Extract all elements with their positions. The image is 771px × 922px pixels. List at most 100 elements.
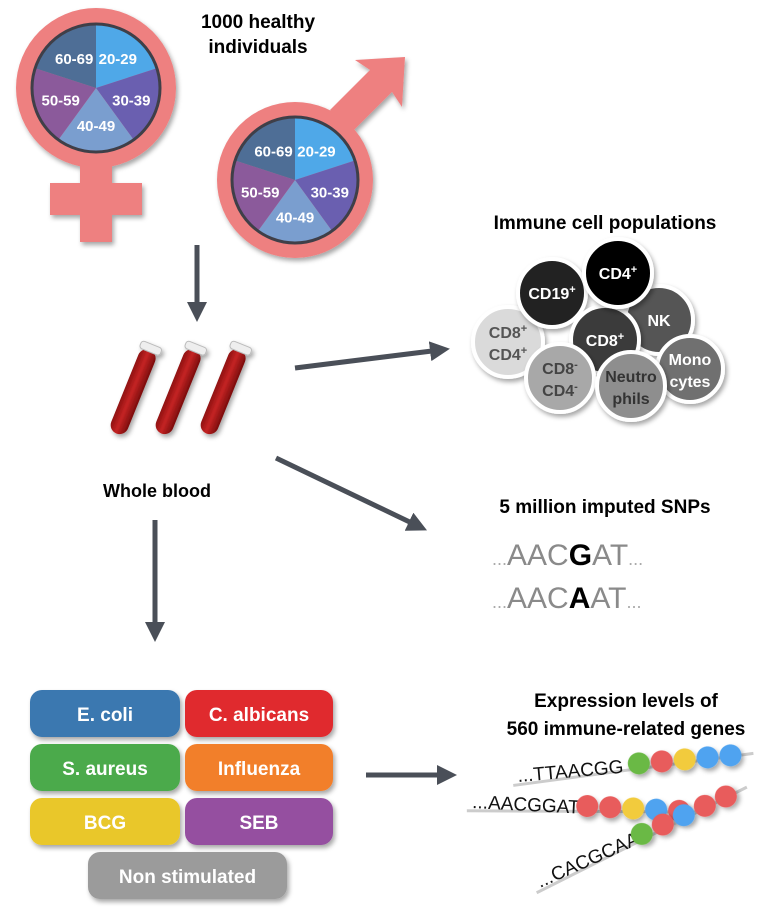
expression-bead	[622, 797, 645, 820]
expression-bead	[576, 795, 599, 818]
expression-sequence: ...AACGGAT	[472, 792, 581, 819]
expression-bead	[693, 794, 716, 817]
seq1-left: AAC	[507, 539, 569, 572]
male-slice-20-29	[295, 117, 355, 180]
expression-bead	[714, 785, 737, 808]
seq1-right: AT	[592, 539, 628, 572]
cell-label: CD4-	[542, 381, 578, 400]
male-slice-50-59	[232, 160, 295, 231]
female-slice-label: 20-29	[99, 51, 137, 68]
expression-sequence: ...TTAACGG	[517, 757, 625, 787]
female-slice-label: 50-59	[42, 92, 80, 109]
expression-bead	[696, 746, 719, 769]
cell-label: cytes	[670, 374, 711, 391]
stimulus-e-coli: E. coli	[30, 690, 180, 737]
immune-cells: CD8+ CD4+ CD19+ NK CD8+ CD4+ CD8- CD4- Mono cytes…	[471, 237, 725, 422]
male-pie-border	[230, 115, 360, 245]
expression-bead	[630, 822, 653, 845]
female-slice-60-69	[35, 24, 96, 88]
expression-title-line2: 560 immune-related genes	[507, 719, 746, 740]
stimulus-influenza: Influenza	[185, 744, 333, 791]
expression-bead	[651, 813, 674, 836]
snp-sequences: ...AACGAT... ...AACAAT...	[492, 539, 643, 615]
stimulus-s-aureus: S. aureus	[30, 744, 180, 791]
cohort-title-line1: 1000 healthy	[201, 12, 315, 33]
arrow-to-snps	[274, 455, 428, 531]
stimulation-conditions: E. coli C. albicans S. aureus Influenza BCG S…	[30, 690, 333, 899]
seq-dots: ...	[626, 592, 641, 612]
expression-bead	[627, 752, 650, 775]
cell-label: CD4+	[599, 264, 637, 283]
male-slice-label: 40-49	[276, 210, 314, 227]
cohort-title-line2: individuals	[208, 37, 307, 58]
cell-label: CD4+	[489, 345, 527, 364]
seq-dots: ...	[492, 592, 507, 612]
expression-beads: ...TTAACGG ...AACGGAT ...CACGCAA	[466, 744, 754, 895]
cell-label: CD19+	[528, 284, 575, 303]
svg-text:...AACGAT...: ...AACGAT...	[492, 539, 643, 572]
female-slice-label: 60-69	[55, 51, 93, 68]
female-slice-20-29	[96, 24, 157, 88]
female-slice-40-49	[58, 88, 134, 152]
female-pie-border	[30, 22, 162, 154]
female-slice-label: 40-49	[77, 118, 115, 135]
cell-label: CD8+	[586, 331, 624, 350]
cell-cd4: CD4+	[582, 237, 654, 309]
expression-bead	[672, 804, 695, 827]
expression-row: ...CACGCAA	[533, 785, 748, 895]
stimulus-label: Influenza	[218, 759, 301, 780]
male-slice-label: 50-59	[241, 184, 279, 201]
stimulus-seb: SEB	[185, 798, 333, 845]
expression-bead	[673, 748, 696, 771]
male-slice-label: 30-39	[311, 184, 349, 201]
stimulus-label: SEB	[239, 813, 278, 834]
cell-cd8cd4: CD8- CD4-	[524, 342, 596, 414]
cell-label: CD8+	[489, 323, 527, 342]
expression-sequence: ...CACGCAA	[533, 829, 642, 893]
whole-blood-label: Whole blood	[103, 481, 211, 501]
stimulus-label: C. albicans	[209, 705, 309, 726]
stimulus-bcg: BCG	[30, 798, 180, 845]
cell-label: CD8-	[542, 359, 578, 378]
cell-label: phils	[612, 391, 649, 408]
cell-label: Mono	[669, 352, 712, 369]
male-slice-60-69	[235, 117, 295, 180]
male-slice-label: 60-69	[254, 143, 292, 160]
female-age-pie: 20-29 30-39 40-49 50-59 60-69	[30, 22, 162, 154]
stimulus-label: S. aureus	[62, 759, 148, 780]
male-slice-40-49	[257, 180, 333, 243]
stimulus-label: Non stimulated	[119, 867, 256, 888]
stimulus-c-albicans: C. albicans	[185, 690, 333, 737]
seq-dots: ...	[492, 549, 507, 569]
seq2-right: AT	[590, 582, 626, 615]
expression-title-line1: Expression levels of	[534, 691, 718, 712]
seq2-allele: A	[569, 582, 591, 615]
cell-cd8cd4: CD8+ CD4+	[471, 305, 545, 379]
female-slice-30-39	[96, 68, 161, 140]
female-slice-50-59	[32, 68, 96, 140]
expression-row: ...TTAACGG	[513, 744, 754, 787]
immune-title: Immune cell populations	[494, 213, 717, 234]
cell-cd19: CD19+	[516, 257, 588, 329]
stimulus-label: BCG	[84, 813, 126, 834]
female-slice-label: 30-39	[112, 92, 150, 109]
snp-title: 5 million imputed SNPs	[499, 497, 710, 518]
cell-neutrophils: Neutro phils	[595, 350, 667, 422]
seq2-left: AAC	[507, 582, 569, 615]
seq1-allele: G	[569, 539, 592, 572]
male-age-pie: 20-29 30-39 40-49 50-59 60-69	[230, 115, 360, 245]
expression-bead	[650, 750, 673, 773]
arrow-to-cells	[294, 341, 450, 371]
svg-text:...AACAAT...: ...AACAAT...	[492, 582, 642, 615]
cell-monocytes: Mono cytes	[655, 334, 725, 404]
cell-label: Neutro	[605, 369, 657, 386]
male-slice-30-39	[295, 160, 358, 231]
seq-dots: ...	[628, 549, 643, 569]
stimulus-label: E. coli	[77, 705, 133, 726]
expression-bead	[599, 796, 622, 819]
stimulus-non-stimulated: Non stimulated	[88, 852, 287, 899]
expression-bead	[719, 744, 742, 767]
male-slice-label: 20-29	[297, 143, 335, 160]
blood-tubes-icon	[110, 340, 253, 435]
